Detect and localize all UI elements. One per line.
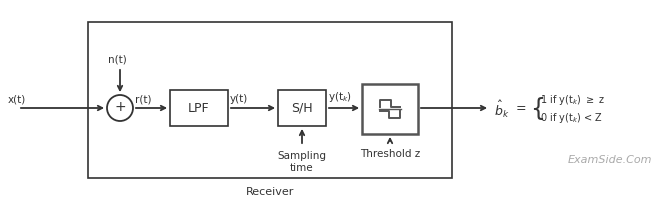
Text: Receiver: Receiver: [246, 187, 294, 197]
Text: x(t): x(t): [8, 94, 26, 104]
Bar: [362, 84, 418, 134]
Text: {: {: [530, 97, 545, 121]
Text: 1 if y(t$_k$) $\geq$ z: 1 if y(t$_k$) $\geq$ z: [540, 93, 605, 107]
Text: ExamSide.Com: ExamSide.Com: [568, 155, 653, 165]
Text: r(t): r(t): [135, 94, 151, 104]
Circle shape: [107, 95, 133, 121]
Text: n(t): n(t): [108, 55, 126, 65]
Text: Sampling: Sampling: [278, 151, 327, 161]
Text: y(t): y(t): [230, 94, 248, 104]
Bar: [170, 90, 228, 126]
Bar: [88, 22, 452, 178]
Bar: [278, 90, 326, 126]
Text: time: time: [290, 163, 314, 173]
Text: =: =: [516, 102, 527, 116]
Text: Threshold z: Threshold z: [360, 149, 420, 159]
Text: +: +: [114, 100, 126, 114]
Text: y(t$_k$): y(t$_k$): [328, 90, 352, 104]
Text: LPF: LPF: [188, 102, 210, 114]
Text: $\hat{b}_k$: $\hat{b}_k$: [494, 98, 509, 120]
Text: S/H: S/H: [291, 102, 312, 114]
Text: 0 if y(t$_k$) < Z: 0 if y(t$_k$) < Z: [540, 111, 603, 125]
